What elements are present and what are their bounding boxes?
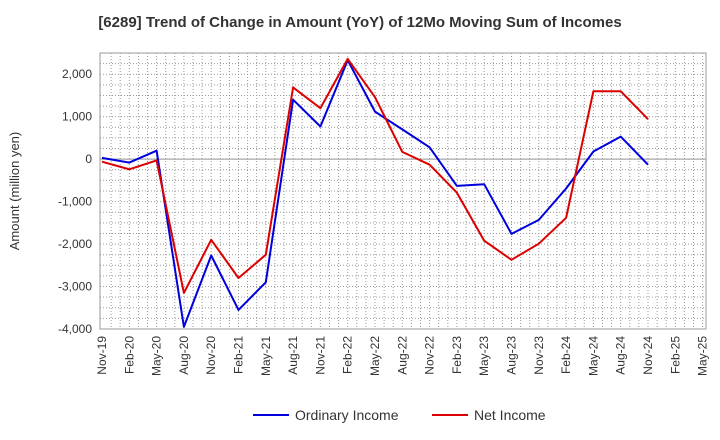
legend-label: Ordinary Income — [295, 407, 399, 423]
x-tick-label: Aug-24 — [614, 336, 628, 375]
y-tick-label: -3,000 — [58, 280, 92, 294]
x-tick-label: Aug-21 — [286, 336, 300, 375]
chart-title: [6289] Trend of Change in Amount (YoY) o… — [98, 14, 622, 31]
x-axis-ticks: Nov-19 Feb-20 May-20 Aug-20 Nov-20 Feb-21 May-… — [95, 336, 710, 376]
legend: Ordinary Income Net Income — [253, 407, 546, 423]
x-tick-label: Feb-25 — [668, 336, 682, 374]
y-tick-label: -1,000 — [58, 195, 92, 209]
series-lines — [101, 57, 649, 328]
x-tick-label: May-23 — [477, 336, 491, 376]
x-tick-label: Feb-20 — [122, 336, 136, 374]
legend-label: Net Income — [474, 407, 546, 423]
x-tick-label: Nov-23 — [532, 336, 546, 375]
x-tick-label: Feb-24 — [559, 336, 573, 374]
x-tick-label: May-21 — [259, 336, 273, 376]
x-tick-label: Nov-21 — [313, 336, 327, 375]
x-tick-label: Feb-21 — [232, 336, 246, 374]
x-tick-label: Nov-19 — [95, 336, 109, 375]
x-tick-label: Feb-23 — [450, 336, 464, 374]
x-tick-label: May-22 — [368, 336, 382, 376]
y-tick-label: -2,000 — [58, 237, 92, 251]
y-tick-label: 2,000 — [62, 67, 92, 81]
x-tick-label: May-20 — [150, 336, 164, 376]
x-tick-label: Aug-23 — [505, 336, 519, 375]
x-tick-label: Nov-20 — [204, 336, 218, 375]
horizontal-gridlines — [100, 63, 706, 319]
x-tick-label: Feb-22 — [341, 336, 355, 374]
series-line — [101, 57, 649, 294]
y-tick-label: 0 — [85, 152, 92, 166]
x-tick-label: Nov-24 — [641, 336, 655, 375]
x-tick-label: May-25 — [696, 336, 710, 376]
y-tick-label: 1,000 — [62, 110, 92, 124]
x-tick-label: May-24 — [586, 336, 600, 376]
x-tick-label: Nov-22 — [423, 336, 437, 375]
x-tick-label: Aug-22 — [395, 336, 409, 375]
x-tick-label: Aug-20 — [177, 336, 191, 375]
y-axis-ticks: 2,000 1,000 0 -1,000 -2,000 -3,000 -4,000 — [58, 67, 92, 336]
y-axis-label: Amount (million yen) — [7, 132, 22, 251]
y-tick-label: -4,000 — [58, 322, 92, 336]
series-line — [101, 59, 649, 328]
